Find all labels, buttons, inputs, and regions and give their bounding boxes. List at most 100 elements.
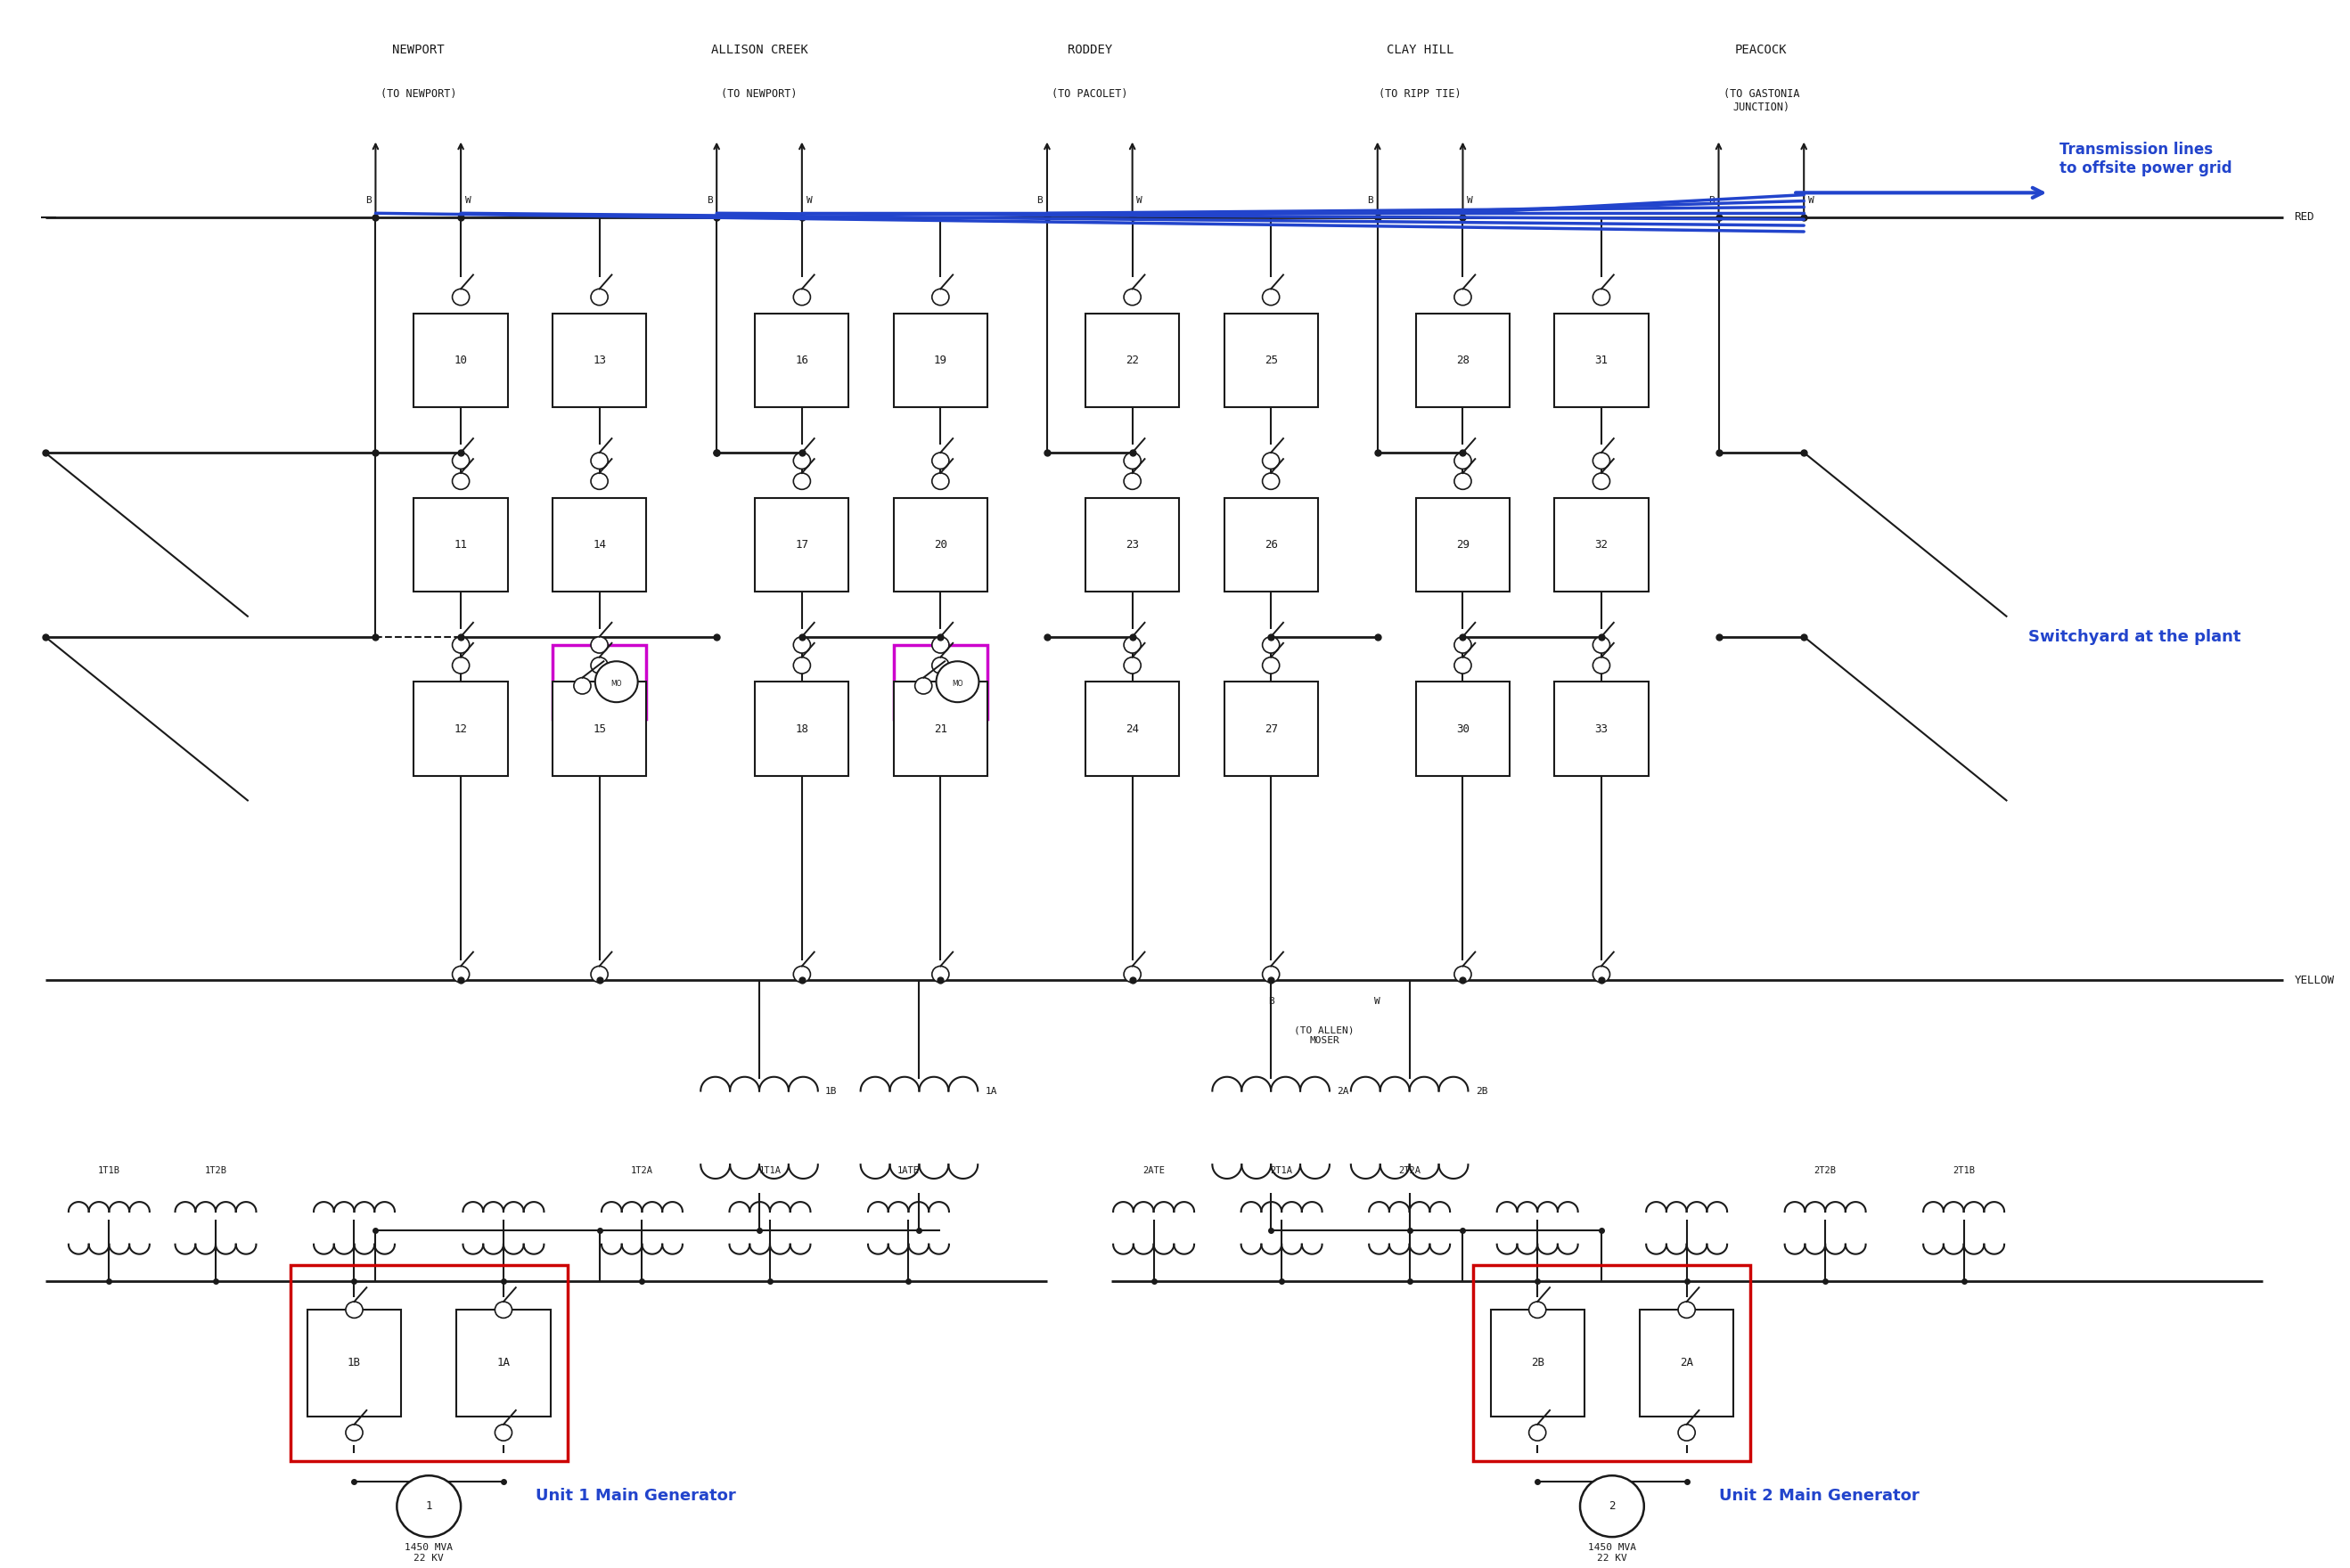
Circle shape <box>1455 289 1471 306</box>
Circle shape <box>1593 657 1610 674</box>
Circle shape <box>451 637 470 654</box>
Bar <box>754 314 848 408</box>
Bar <box>1224 682 1318 776</box>
Bar <box>552 314 646 408</box>
Text: 13: 13 <box>592 354 606 367</box>
Text: 14: 14 <box>592 539 606 550</box>
Text: (TO ALLEN)
MOSER: (TO ALLEN) MOSER <box>1295 1025 1354 1044</box>
Circle shape <box>1262 453 1278 469</box>
Circle shape <box>794 637 811 654</box>
Text: 26: 26 <box>1264 539 1278 550</box>
Bar <box>1224 314 1318 408</box>
Text: 2A: 2A <box>1337 1087 1349 1096</box>
Circle shape <box>1123 453 1140 469</box>
Circle shape <box>590 657 609 674</box>
Bar <box>1224 497 1318 591</box>
Bar <box>414 314 508 408</box>
Bar <box>893 497 987 591</box>
Bar <box>1553 314 1647 408</box>
Bar <box>1553 497 1647 591</box>
Text: 17: 17 <box>794 539 808 550</box>
Text: 2B: 2B <box>1476 1087 1488 1096</box>
Circle shape <box>451 453 470 469</box>
Text: 21: 21 <box>933 723 947 734</box>
Text: 1T1B: 1T1B <box>99 1167 120 1174</box>
Circle shape <box>1123 474 1140 489</box>
Text: 31: 31 <box>1596 354 1607 367</box>
Text: 24: 24 <box>1126 723 1140 734</box>
Circle shape <box>1123 637 1140 654</box>
Text: W: W <box>1375 997 1379 1005</box>
Text: ALLISON CREEK: ALLISON CREEK <box>710 44 808 56</box>
Text: 20: 20 <box>933 539 947 550</box>
Text: 12: 12 <box>454 723 468 734</box>
Circle shape <box>794 289 811 306</box>
Text: 2T1A: 2T1A <box>1271 1167 1292 1174</box>
Circle shape <box>935 662 980 702</box>
Text: W: W <box>1137 196 1142 205</box>
Circle shape <box>345 1424 362 1441</box>
Text: 1450 MVA
22 KV: 1450 MVA 22 KV <box>1589 1543 1636 1562</box>
Text: 30: 30 <box>1457 723 1469 734</box>
Text: 23: 23 <box>1126 539 1140 550</box>
Bar <box>1473 1265 1751 1461</box>
Text: 2A: 2A <box>1680 1358 1694 1369</box>
Text: 28: 28 <box>1457 354 1469 367</box>
Text: W: W <box>1807 196 1814 205</box>
Circle shape <box>1262 289 1278 306</box>
Text: 1T2B: 1T2B <box>204 1167 228 1174</box>
Bar <box>456 1309 550 1416</box>
Text: B: B <box>707 196 712 205</box>
Bar <box>308 1309 402 1416</box>
Text: B: B <box>1708 196 1716 205</box>
Text: (TO RIPP TIE): (TO RIPP TIE) <box>1379 88 1462 100</box>
Text: B: B <box>364 196 371 205</box>
Text: MO: MO <box>952 681 964 688</box>
Text: 1450 MVA
22 KV: 1450 MVA 22 KV <box>404 1543 454 1562</box>
Circle shape <box>590 453 609 469</box>
Circle shape <box>794 657 811 674</box>
Bar <box>552 497 646 591</box>
Text: 2ATE: 2ATE <box>1142 1167 1166 1174</box>
Circle shape <box>451 966 470 983</box>
Text: B: B <box>1368 196 1372 205</box>
Bar <box>552 644 646 718</box>
Text: MO: MO <box>611 681 623 688</box>
Bar <box>893 644 987 718</box>
Text: Unit 2 Main Generator: Unit 2 Main Generator <box>1718 1488 1920 1504</box>
Text: 2: 2 <box>1610 1501 1614 1512</box>
Bar <box>893 682 987 776</box>
Circle shape <box>451 657 470 674</box>
Circle shape <box>794 474 811 489</box>
Circle shape <box>397 1475 461 1537</box>
Circle shape <box>1579 1475 1645 1537</box>
Circle shape <box>595 662 637 702</box>
Circle shape <box>1530 1301 1546 1319</box>
Text: 16: 16 <box>794 354 808 367</box>
Circle shape <box>345 1301 362 1319</box>
Bar <box>414 497 508 591</box>
Circle shape <box>590 474 609 489</box>
Text: YELLOW: YELLOW <box>2294 975 2334 986</box>
Circle shape <box>1455 657 1471 674</box>
Bar <box>1086 497 1180 591</box>
Text: CLAY HILL: CLAY HILL <box>1386 44 1455 56</box>
Circle shape <box>933 453 949 469</box>
Bar <box>893 314 987 408</box>
Circle shape <box>933 966 949 983</box>
Text: 32: 32 <box>1596 539 1607 550</box>
Text: Switchyard at the plant: Switchyard at the plant <box>2028 629 2240 644</box>
Circle shape <box>1455 453 1471 469</box>
Bar <box>1417 314 1509 408</box>
Bar <box>1417 497 1509 591</box>
Bar <box>1553 682 1647 776</box>
Text: 18: 18 <box>794 723 808 734</box>
Text: 1ATE: 1ATE <box>898 1167 919 1174</box>
Circle shape <box>496 1424 512 1441</box>
Text: 10: 10 <box>454 354 468 367</box>
Text: B: B <box>1036 196 1043 205</box>
Text: (TO PACOLET): (TO PACOLET) <box>1053 88 1128 100</box>
Bar <box>291 1265 566 1461</box>
Circle shape <box>1530 1424 1546 1441</box>
Text: 1A: 1A <box>496 1358 510 1369</box>
